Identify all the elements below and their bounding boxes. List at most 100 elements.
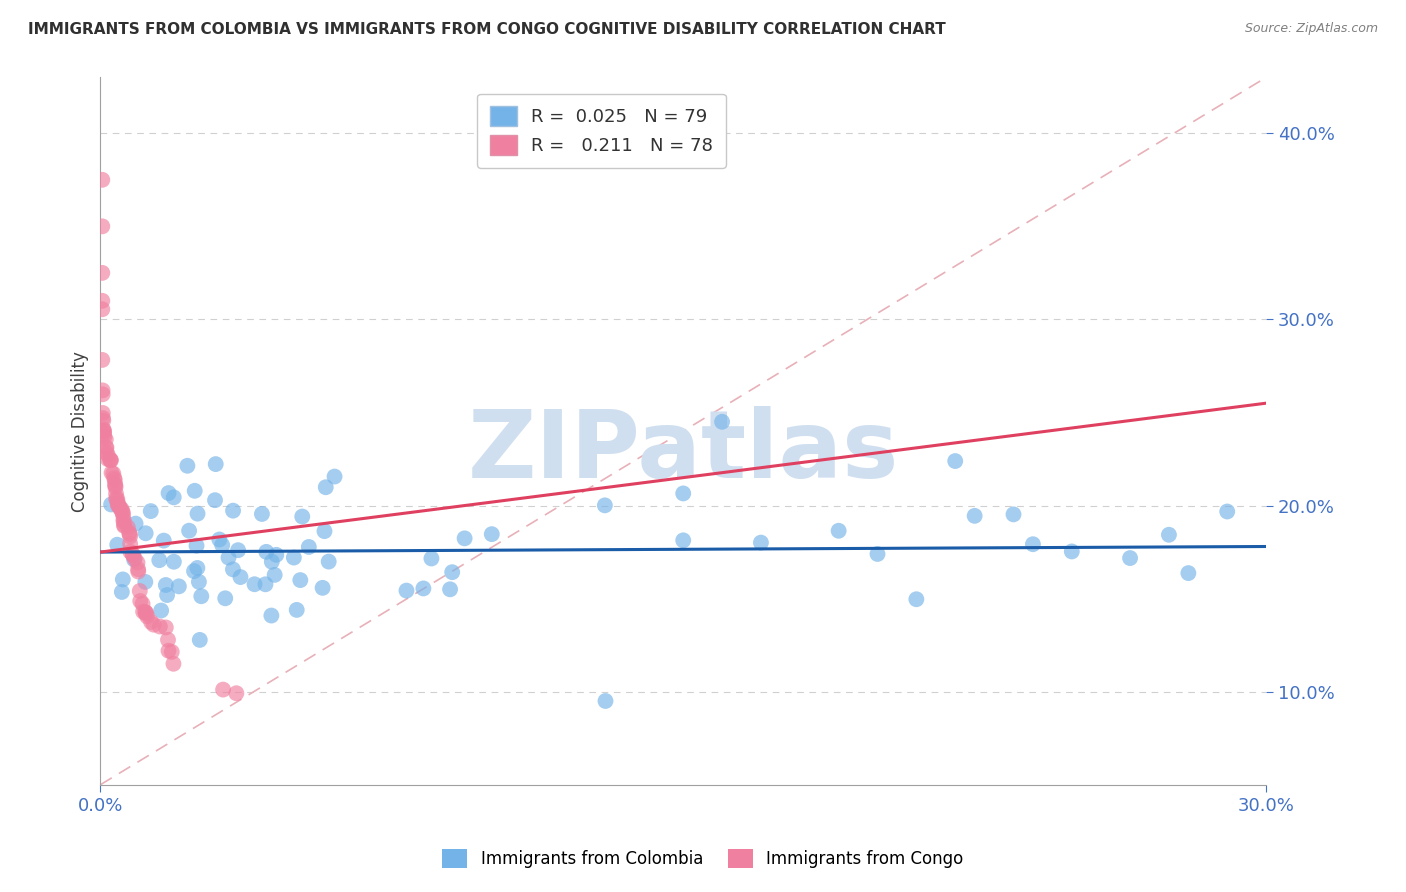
Point: [593, 499, 616, 513]
Point: [105, 491, 128, 506]
Legend: Immigrants from Colombia, Immigrants from Congo: Immigrants from Colombia, Immigrants fro…: [436, 843, 970, 875]
Point: [1060, 544, 1083, 558]
Point: [91, 266, 114, 280]
Point: [315, 480, 337, 494]
Point: [298, 540, 321, 554]
Point: [672, 486, 695, 500]
Point: [104, 477, 127, 491]
Point: [107, 499, 129, 513]
Point: [250, 507, 273, 521]
Point: [208, 533, 231, 547]
Point: [318, 555, 340, 569]
Point: [187, 574, 209, 589]
Point: [91, 414, 114, 428]
Point: [91, 219, 114, 234]
Point: [749, 535, 772, 549]
Point: [214, 591, 236, 606]
Point: [132, 605, 155, 619]
Point: [127, 565, 149, 579]
Point: [229, 570, 252, 584]
Point: [111, 573, 134, 587]
Point: [91, 411, 114, 425]
Text: ZIPatlas: ZIPatlas: [468, 407, 898, 499]
Point: [120, 545, 142, 559]
Point: [163, 555, 186, 569]
Point: [186, 507, 208, 521]
Point: [260, 608, 283, 623]
Point: [285, 603, 308, 617]
Point: [104, 480, 127, 494]
Point: [254, 545, 277, 559]
Point: [91, 173, 114, 187]
Point: [127, 556, 149, 570]
Point: [93, 425, 115, 439]
Point: [104, 479, 127, 493]
Point: [190, 589, 212, 603]
Point: [98, 452, 121, 467]
Point: [105, 538, 128, 552]
Point: [149, 619, 172, 633]
Point: [117, 520, 139, 534]
Point: [163, 491, 186, 505]
Point: [672, 533, 695, 548]
Point: [136, 609, 159, 624]
Point: [441, 565, 464, 579]
Point: [212, 682, 235, 697]
Point: [453, 532, 475, 546]
Point: [93, 424, 115, 438]
Point: [311, 581, 333, 595]
Point: [111, 585, 134, 599]
Point: [131, 597, 153, 611]
Point: [120, 537, 142, 551]
Point: [135, 606, 157, 620]
Point: [254, 577, 277, 591]
Y-axis label: Cognitive Disability: Cognitive Disability: [72, 351, 89, 511]
Point: [91, 302, 114, 317]
Point: [112, 513, 135, 527]
Point: [129, 594, 152, 608]
Point: [1177, 566, 1199, 580]
Point: [155, 578, 177, 592]
Point: [177, 524, 200, 538]
Point: [226, 543, 249, 558]
Point: [156, 588, 179, 602]
Point: [134, 605, 156, 619]
Point: [162, 657, 184, 671]
Point: [94, 441, 117, 455]
Point: [112, 517, 135, 532]
Point: [111, 505, 134, 519]
Point: [711, 415, 734, 429]
Point: [107, 494, 129, 508]
Point: [105, 487, 128, 501]
Point: [218, 550, 240, 565]
Point: [866, 547, 889, 561]
Point: [1022, 537, 1045, 551]
Point: [103, 471, 125, 485]
Point: [141, 615, 163, 629]
Point: [148, 553, 170, 567]
Point: [243, 577, 266, 591]
Point: [395, 583, 418, 598]
Point: [94, 433, 117, 447]
Point: [1002, 508, 1025, 522]
Point: [167, 579, 190, 593]
Point: [100, 498, 122, 512]
Point: [204, 493, 226, 508]
Point: [595, 694, 617, 708]
Point: [943, 454, 966, 468]
Point: [963, 508, 986, 523]
Point: [186, 561, 208, 575]
Point: [222, 503, 245, 517]
Point: [111, 506, 134, 520]
Point: [1216, 504, 1239, 518]
Text: Source: ZipAtlas.com: Source: ZipAtlas.com: [1244, 22, 1378, 36]
Point: [91, 293, 114, 308]
Point: [135, 607, 157, 621]
Point: [118, 527, 141, 541]
Point: [176, 458, 198, 473]
Point: [222, 562, 245, 576]
Point: [183, 564, 205, 578]
Point: [291, 509, 314, 524]
Point: [100, 466, 122, 480]
Point: [211, 538, 233, 552]
